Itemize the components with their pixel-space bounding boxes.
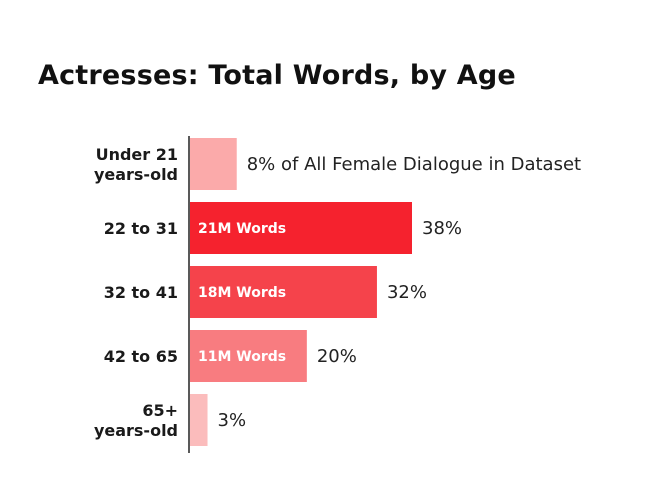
value-label-2: 38% bbox=[422, 218, 462, 239]
value-label-3: 32% bbox=[387, 282, 427, 303]
chart-title: Actresses: Total Words, by Age bbox=[38, 60, 516, 91]
value-label-1: 8% of All Female Dialogue in Dataset bbox=[247, 154, 581, 175]
bar-3 bbox=[190, 266, 377, 318]
bars-layer bbox=[190, 138, 412, 446]
category-label-5-line-2: years-old bbox=[94, 421, 178, 440]
category-label-5-line-1: 65+ bbox=[142, 401, 178, 420]
bar-inside-label-3: 18M Words bbox=[198, 285, 286, 301]
bar-5 bbox=[190, 394, 208, 446]
bar-4 bbox=[190, 330, 307, 382]
bar-2 bbox=[190, 202, 412, 254]
bar-inside-label-4: 11M Words bbox=[198, 349, 286, 365]
category-label-3: 32 to 41 bbox=[104, 283, 178, 302]
category-label-4: 42 to 65 bbox=[104, 347, 178, 366]
bar-1 bbox=[190, 138, 237, 190]
bar-inside-label-2: 21M Words bbox=[198, 221, 286, 237]
category-label-2: 22 to 31 bbox=[104, 219, 178, 238]
value-label-5: 3% bbox=[218, 410, 247, 431]
category-label-1-line-1: Under 21 bbox=[96, 145, 178, 164]
category-label-1-line-2: years-old bbox=[94, 165, 178, 184]
value-label-4: 20% bbox=[317, 346, 357, 367]
